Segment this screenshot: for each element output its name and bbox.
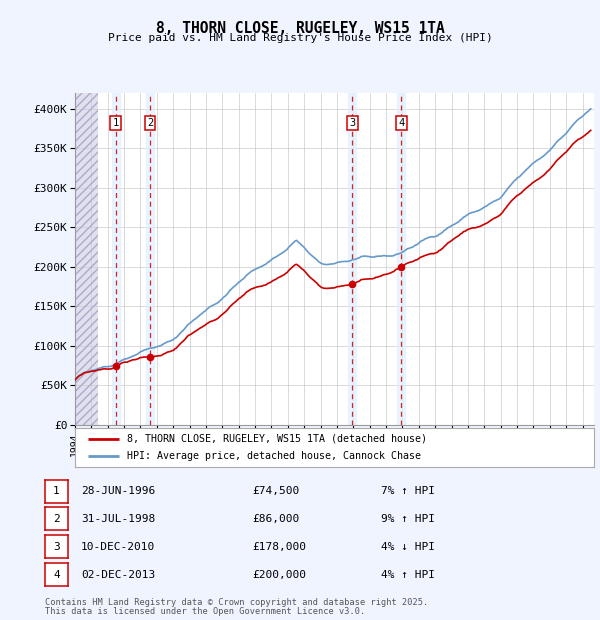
Text: 31-JUL-1998: 31-JUL-1998 [81,514,155,524]
Text: £200,000: £200,000 [252,570,306,580]
Text: 4: 4 [398,118,404,128]
Text: 8, THORN CLOSE, RUGELEY, WS15 1TA (detached house): 8, THORN CLOSE, RUGELEY, WS15 1TA (detac… [127,434,427,444]
Text: 4: 4 [53,570,60,580]
Text: 4% ↑ HPI: 4% ↑ HPI [381,570,435,580]
Text: This data is licensed under the Open Government Licence v3.0.: This data is licensed under the Open Gov… [45,608,365,616]
Text: 7% ↑ HPI: 7% ↑ HPI [381,486,435,496]
Text: 1: 1 [53,486,60,496]
Text: 2: 2 [147,118,153,128]
Bar [75,93,98,425]
Bar [112,93,120,425]
Text: HPI: Average price, detached house, Cannock Chase: HPI: Average price, detached house, Cann… [127,451,421,461]
Text: 3: 3 [53,542,60,552]
Text: 2: 2 [53,514,60,524]
Text: 8, THORN CLOSE, RUGELEY, WS15 1TA: 8, THORN CLOSE, RUGELEY, WS15 1TA [155,21,445,36]
Text: Price paid vs. HM Land Registry's House Price Index (HPI): Price paid vs. HM Land Registry's House … [107,33,493,43]
Text: Contains HM Land Registry data © Crown copyright and database right 2025.: Contains HM Land Registry data © Crown c… [45,598,428,607]
Text: £74,500: £74,500 [252,486,299,496]
Text: 4% ↓ HPI: 4% ↓ HPI [381,542,435,552]
Text: 02-DEC-2013: 02-DEC-2013 [81,570,155,580]
Text: £178,000: £178,000 [252,542,306,552]
Text: £86,000: £86,000 [252,514,299,524]
Text: 1: 1 [113,118,119,128]
Text: 9% ↑ HPI: 9% ↑ HPI [381,514,435,524]
Bar [75,93,98,425]
Text: 3: 3 [349,118,355,128]
Bar [146,93,154,425]
Bar [348,93,356,425]
Text: 28-JUN-1996: 28-JUN-1996 [81,486,155,496]
Bar [397,93,405,425]
Text: 10-DEC-2010: 10-DEC-2010 [81,542,155,552]
